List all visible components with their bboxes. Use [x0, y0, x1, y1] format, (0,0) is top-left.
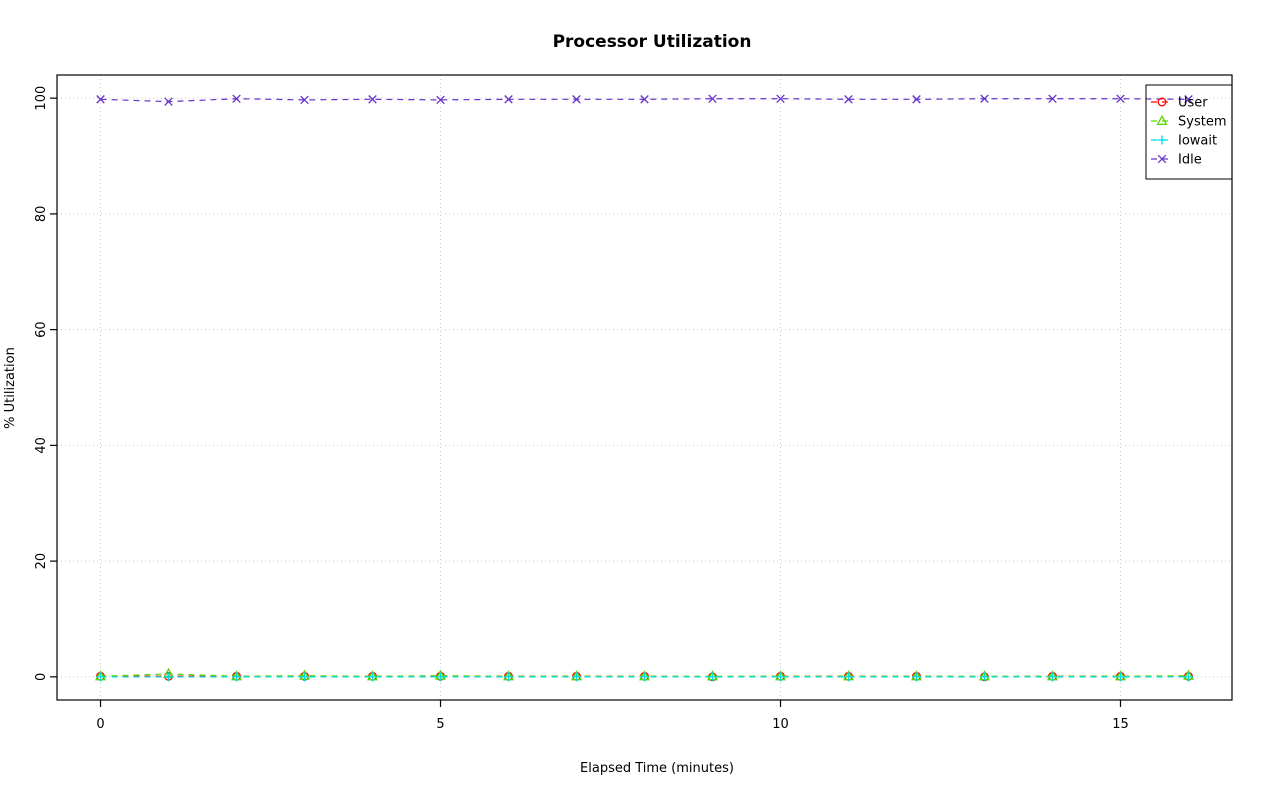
- x-marker: [232, 94, 241, 103]
- plus-marker: [300, 672, 310, 682]
- x-marker: [96, 95, 105, 104]
- y-tick-label: 60: [34, 321, 49, 338]
- x-marker: [980, 94, 989, 103]
- x-marker: [640, 95, 649, 104]
- plus-marker: [775, 672, 785, 682]
- plus-marker: [911, 672, 921, 682]
- plus-marker: [504, 672, 514, 682]
- x-tick-label: 10: [772, 717, 789, 732]
- axis-ticks: 0 5 10 15 0 20 40 60 80 100: [34, 86, 1129, 732]
- plus-marker: [979, 672, 989, 682]
- chart-title: Processor Utilization: [553, 32, 752, 52]
- series-idle: [96, 94, 1193, 106]
- plus-marker: [640, 672, 649, 682]
- plus-marker: [1115, 672, 1125, 682]
- plus-marker: [1157, 135, 1167, 145]
- x-tick-label: 15: [1112, 717, 1129, 732]
- y-tick-label: 100: [34, 86, 49, 111]
- x-marker: [1157, 154, 1167, 164]
- x-marker: [164, 97, 173, 106]
- x-marker: [504, 95, 513, 104]
- plus-marker: [96, 672, 106, 682]
- plus-marker: [436, 672, 446, 682]
- legend-box: [1145, 84, 1233, 180]
- x-marker: [1184, 95, 1193, 104]
- x-marker: [912, 95, 921, 104]
- plus-marker: [572, 672, 582, 682]
- legend-entry-iowait: Iowait: [1151, 134, 1217, 149]
- y-tick-label: 40: [34, 437, 49, 454]
- triangle-marker: [1156, 114, 1168, 126]
- x-marker: [708, 94, 717, 103]
- series-iowait: [96, 672, 1193, 682]
- plus-marker: [164, 672, 174, 682]
- x-marker: [1048, 94, 1057, 103]
- circle-marker: [1157, 97, 1167, 107]
- legend-label: System: [1178, 115, 1226, 130]
- plus-marker: [368, 672, 378, 682]
- legend-entry-idle: Idle: [1151, 153, 1202, 168]
- plus-marker: [1183, 672, 1193, 682]
- plus-marker: [707, 672, 717, 682]
- x-marker: [1116, 94, 1125, 103]
- x-axis-label: Elapsed Time (minutes): [580, 761, 734, 776]
- x-marker: [368, 95, 377, 104]
- plus-marker: [1047, 672, 1057, 682]
- plus-marker: [843, 672, 853, 682]
- plus-marker: [232, 672, 242, 682]
- data-series: [95, 94, 1194, 682]
- legend: User System Iowait Idle: [1145, 84, 1233, 180]
- y-tick-label: 20: [34, 553, 49, 570]
- gridlines: [57, 75, 1232, 700]
- x-marker: [572, 95, 581, 104]
- y-tick-label: 0: [34, 673, 49, 681]
- x-marker: [300, 95, 309, 105]
- legend-label: Iowait: [1178, 134, 1217, 149]
- x-marker: [436, 95, 445, 105]
- legend-label: Idle: [1178, 153, 1202, 168]
- y-axis-label: % Utilization: [3, 347, 18, 429]
- y-tick-label: 80: [34, 206, 49, 223]
- x-marker: [844, 95, 853, 104]
- x-tick-label: 5: [436, 717, 444, 732]
- legend-label: User: [1178, 96, 1208, 111]
- legend-entry-system: System: [1151, 115, 1226, 130]
- x-marker: [776, 94, 785, 103]
- plot-border: [56, 74, 1233, 701]
- x-tick-label: 0: [96, 717, 104, 732]
- legend-entry-user: User: [1151, 96, 1208, 111]
